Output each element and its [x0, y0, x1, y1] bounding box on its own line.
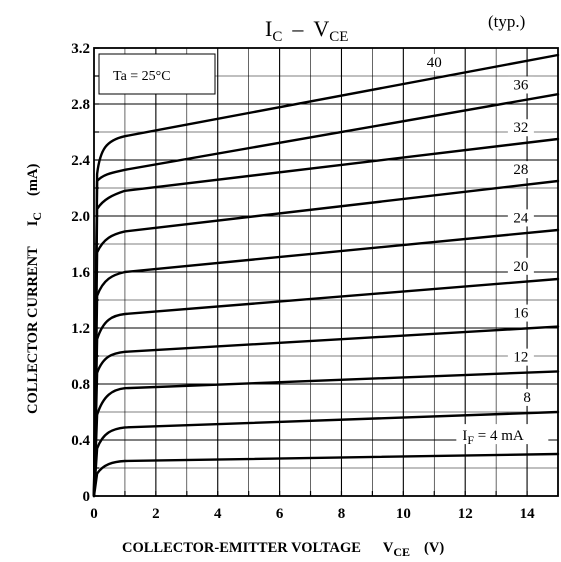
curve-label-if-16: 16	[513, 306, 529, 322]
series-line-if-28	[92, 179, 560, 498]
plot-frame	[93, 47, 559, 497]
x-tick-label: 6	[276, 506, 284, 522]
x-tick-label: 12	[458, 506, 473, 522]
y-tick-label: 1.2	[71, 321, 90, 337]
curve-label-bg	[507, 348, 534, 366]
y-tick-label: 1.6	[71, 265, 90, 281]
chart-title: IC – VCE	[265, 16, 348, 45]
curve-label-bg	[456, 424, 549, 445]
series-line-if-8	[92, 410, 560, 498]
x-tick-label: 8	[338, 506, 346, 522]
curves	[92, 53, 560, 498]
y-tick-labels: 0 0.4 0.8 1.2 1.6 2.0 2.4 2.8 3.2	[71, 41, 90, 505]
x-axis-label: COLLECTOR-EMITTER VOLTAGE VCE (V)	[122, 540, 444, 559]
x-tick-label: 4	[214, 506, 222, 522]
curve-label-bg	[518, 388, 536, 406]
y-tick-label: 0.4	[71, 433, 90, 449]
curve-label-if-8: 8	[523, 390, 531, 406]
x-tick-label: 14	[520, 506, 536, 522]
y-tick-label: 0.8	[71, 377, 90, 393]
curve-label-if-36: 36	[513, 77, 529, 93]
y-tick-label: 2.8	[71, 97, 90, 113]
x-tick-label: 0	[90, 506, 98, 522]
curve-label-bg	[507, 119, 534, 137]
x-tick-label: 2	[152, 506, 160, 522]
curve-label-if-20: 20	[513, 259, 528, 275]
curve-label-if-28: 28	[513, 162, 528, 178]
x-tick-labels: 0 2 4 6 8 10 12 14	[90, 506, 535, 522]
y-tick-label: 0	[83, 489, 91, 505]
curve-label-bg	[507, 209, 534, 227]
typ-label: (typ.)	[488, 12, 525, 31]
y-axis-label: COLLECTOR CURRENTIC(mA)	[25, 164, 44, 414]
curve-label-bg	[421, 54, 448, 71]
curve-labels: IF = 4 mA 8 12 16 20 24 28 32 36 40	[421, 54, 549, 447]
curve-label-if-24: 24	[513, 210, 529, 226]
curve-label-bg	[507, 257, 534, 275]
curve-label-if-32: 32	[513, 120, 528, 136]
condition-label: Ta = 25°C	[113, 69, 171, 84]
series-line-if-16	[92, 325, 560, 498]
curve-label-if-12: 12	[513, 350, 528, 366]
y-tick-label: 2.0	[71, 209, 90, 225]
curve-label-bg	[507, 161, 534, 179]
curve-label-bg	[507, 76, 534, 94]
series-line-if-40	[92, 53, 560, 498]
y-tick-label: 3.2	[71, 41, 90, 57]
curve-label-if-40: 40	[427, 55, 442, 71]
x-tick-label: 10	[396, 506, 411, 522]
y-tick-label: 2.4	[71, 153, 90, 169]
series-line-if-4	[92, 452, 560, 498]
condition-box	[98, 53, 216, 95]
curve-label-bg	[507, 304, 534, 322]
curve-label-if-4: IF = 4 mA	[462, 428, 524, 447]
